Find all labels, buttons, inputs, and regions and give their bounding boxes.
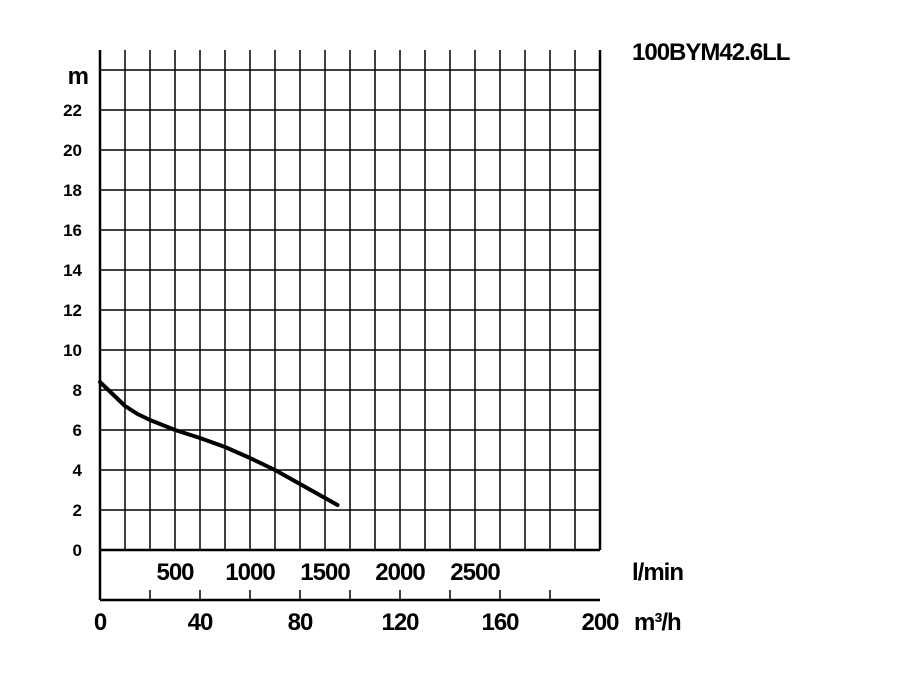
m3h-tick-label: 40 [188, 609, 213, 636]
grid [100, 50, 600, 600]
chart-title: 100BYM42.6LL [632, 39, 790, 66]
lmin-tick-label: 1000 [225, 559, 275, 586]
y-tick-label: 22 [63, 101, 82, 120]
m3h-tick-label: 0 [94, 609, 107, 636]
y-tick-label: 12 [63, 301, 82, 320]
y-tick-label: 10 [63, 341, 82, 360]
m3h-tick-label: 200 [581, 609, 619, 636]
y-tick-label: 16 [63, 221, 82, 240]
m3h-tick-label: 80 [288, 609, 313, 636]
y-tick-label: 4 [73, 461, 83, 480]
lmin-tick-label: 2000 [375, 559, 425, 586]
labels: 100BYM42.6LL m l/min m³/h 0 2 4 6 8 10 12 14 16 1… [63, 39, 791, 636]
y-tick-label: 14 [63, 261, 82, 280]
series-layer [98, 380, 340, 507]
y-tick-label: 18 [63, 181, 82, 200]
lmin-tick-label: 1500 [300, 559, 350, 586]
y-tick-label: 2 [73, 501, 82, 520]
y-tick-label: 8 [73, 381, 82, 400]
lmin-tick-label: 2500 [450, 559, 500, 586]
pump-curve-line [98, 380, 340, 507]
m3h-tick-label: 160 [481, 609, 519, 636]
lmin-axis-label: l/min [632, 559, 683, 586]
y-tick-label: 6 [73, 421, 82, 440]
m3h-tick-label: 120 [381, 609, 419, 636]
lmin-tick-label: 500 [156, 559, 194, 586]
m3h-axis-label: m³/h [634, 609, 681, 636]
y-axis-label: m [68, 63, 88, 90]
y-tick-label: 20 [63, 141, 82, 160]
axes-frame [98, 50, 602, 602]
y-tick-label: 0 [73, 541, 82, 560]
